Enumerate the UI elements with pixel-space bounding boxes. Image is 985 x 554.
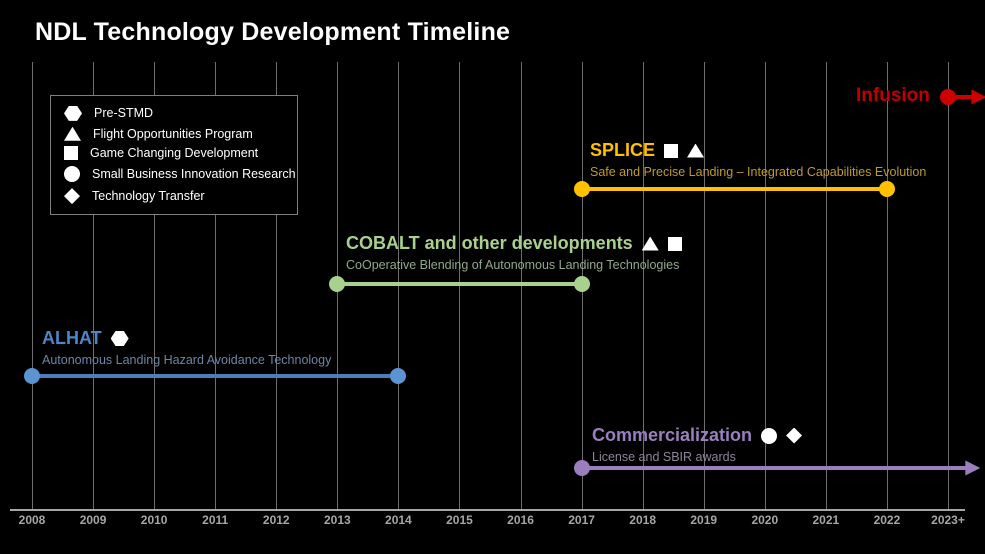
timeline-splice-bar	[573, 181, 895, 197]
axis-tick-label: 2022	[873, 513, 901, 527]
project-title-row: COBALT and other developments	[346, 233, 682, 254]
project-symbols	[110, 331, 129, 346]
axis-tick-label: 2008	[18, 513, 46, 527]
hexagon-icon	[110, 331, 129, 346]
project-title-row: Infusion	[856, 85, 930, 107]
arrowhead-icon	[971, 89, 985, 105]
timeline-splice: SPLICE Safe and Precise Landing – Integr…	[590, 140, 926, 179]
project-title-row: SPLICE	[590, 140, 926, 161]
triangle-icon	[641, 236, 659, 251]
square-icon	[667, 236, 682, 251]
endpoint-dot	[573, 276, 590, 292]
arrowhead-icon	[965, 460, 981, 476]
axis-tick-label: 2014	[385, 513, 412, 527]
project-symbols	[761, 427, 803, 444]
gridline	[276, 62, 278, 510]
triangle-icon	[687, 143, 705, 158]
project-title-row: Commercialization	[592, 425, 803, 446]
endpoint-dot	[878, 181, 895, 197]
endpoint-dot	[940, 89, 956, 105]
axis-tick-label: 2017	[568, 513, 595, 527]
gridline	[948, 62, 949, 510]
project-title: Commercialization	[592, 425, 753, 445]
legend-label: Small Business Innovation Research	[92, 167, 296, 182]
project-title: SPLICE	[590, 140, 656, 160]
legend: Pre-STMD Flight Opportunities Program Ga…	[50, 95, 298, 215]
axis-tick-label: 2011	[202, 513, 229, 527]
axis-tick-label: 2016	[507, 513, 534, 527]
timeline-alhat: ALHAT Autonomous Landing Hazard Avoidanc…	[42, 328, 331, 367]
gridline	[398, 62, 400, 510]
project-subtitle: Autonomous Landing Hazard Avoidance Tech…	[42, 353, 332, 367]
project-symbols	[641, 236, 682, 251]
gridline	[886, 62, 888, 510]
circle-icon	[64, 166, 80, 183]
legend-label: Flight Opportunities Program	[93, 126, 253, 141]
endpoint-dot	[390, 368, 407, 384]
legend-item-flight-opportunities: Flight Opportunities Program	[64, 126, 297, 141]
triangle-icon	[64, 126, 81, 141]
endpoint-dot	[329, 276, 346, 292]
project-title: Infusion	[856, 85, 930, 106]
axis-tick-label: 2018	[629, 513, 656, 527]
legend-item-game-changing: Game Changing Development	[64, 146, 297, 161]
legend-label: Game Changing Development	[90, 146, 259, 161]
endpoint-dot	[573, 181, 590, 197]
axis-tick-label: 2023+	[931, 513, 965, 527]
legend-item-sbir: Small Business Innovation Research	[64, 166, 297, 183]
gridline	[764, 62, 766, 510]
axis-tick-label: 2010	[140, 513, 168, 527]
timeline-alhat-bar	[24, 368, 407, 384]
circle-icon	[761, 427, 778, 444]
gridline	[825, 62, 827, 510]
gridline	[520, 62, 522, 510]
timeline-cobalt: COBALT and other developments CoOperativ…	[346, 233, 682, 272]
gridline	[215, 62, 217, 510]
legend-label: Pre-STMD	[94, 106, 154, 121]
timeline-commercialization: Commercialization License and SBIR award…	[592, 425, 803, 464]
project-symbols	[664, 143, 705, 158]
gridline	[642, 62, 644, 510]
legend-item-pre-stmd: Pre-STMD	[64, 105, 297, 121]
gridline	[703, 62, 705, 510]
x-axis-line	[10, 509, 965, 511]
project-subtitle: Safe and Precise Landing – Integrated Ca…	[590, 165, 927, 179]
timeline-infusion: Infusion	[856, 85, 930, 107]
axis-tick-label: 2013	[323, 513, 351, 527]
page-title: NDL Technology Development Timeline	[35, 18, 511, 46]
endpoint-dot	[573, 460, 590, 476]
axis-tick-label: 2020	[751, 513, 779, 527]
diamond-icon	[786, 427, 803, 444]
axis-tick-label: 2021	[812, 513, 840, 527]
project-subtitle: License and SBIR awards	[592, 450, 736, 464]
diamond-icon	[64, 188, 80, 205]
timeline-cobalt-bar	[329, 276, 590, 292]
gridline	[154, 62, 156, 510]
gridline	[32, 62, 33, 510]
axis-tick-label: 2019	[690, 513, 718, 527]
gridline	[93, 62, 95, 510]
endpoint-dot	[24, 368, 40, 384]
project-subtitle: CoOperative Blending of Autonomous Landi…	[346, 258, 680, 272]
timeline-commercialization-bar	[573, 460, 981, 476]
gridline	[459, 62, 461, 510]
axis-tick-label: 2012	[262, 513, 290, 527]
legend-item-tech-transfer: Technology Transfer	[64, 188, 297, 205]
square-icon	[64, 146, 78, 161]
hexagon-icon	[64, 105, 82, 121]
square-icon	[664, 143, 679, 158]
timeline-infusion-bar	[940, 89, 985, 105]
project-title-row: ALHAT	[42, 328, 331, 349]
legend-label: Technology Transfer	[92, 189, 205, 204]
project-title: ALHAT	[42, 328, 102, 348]
project-title: COBALT and other developments	[346, 233, 633, 253]
axis-tick-label: 2015	[446, 513, 473, 527]
axis-tick-label: 2009	[79, 513, 107, 527]
